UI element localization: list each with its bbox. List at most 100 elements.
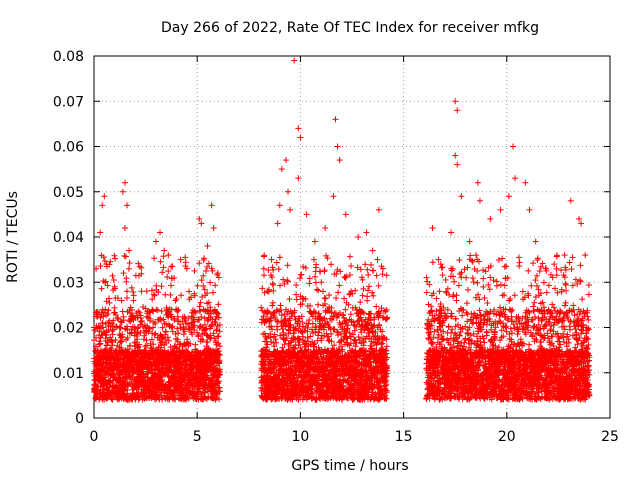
data-point: [109, 272, 116, 279]
data-point: [186, 288, 193, 295]
data-point: [300, 263, 307, 270]
x-tick-label: 0: [90, 429, 99, 445]
data-point: [277, 282, 284, 289]
data-point: [439, 272, 446, 279]
data-point: [335, 289, 342, 296]
data-point: [154, 307, 161, 314]
data-point: [112, 255, 119, 262]
data-point: [108, 337, 115, 344]
data-point: [258, 304, 265, 311]
data-point: [370, 292, 377, 299]
data-point: [284, 277, 291, 284]
data-point: [121, 252, 128, 259]
data-point: [127, 342, 134, 349]
data-point: [374, 256, 381, 263]
data-point: [260, 265, 267, 272]
data-point: [261, 252, 268, 259]
data-point: [128, 284, 135, 291]
data-point: [124, 334, 131, 341]
data-point: [160, 264, 167, 271]
data-point: [269, 302, 276, 309]
data-point: [274, 326, 281, 333]
data-point: [127, 304, 134, 311]
data-point: [276, 254, 283, 261]
data-point: [157, 258, 164, 265]
data-point: [315, 301, 322, 308]
data-point: [346, 253, 353, 260]
data-point: [167, 291, 174, 298]
data-point: [357, 299, 364, 306]
data-point: [312, 273, 319, 280]
data-point: [98, 285, 105, 292]
data-point: [268, 338, 275, 345]
data-point: [355, 334, 362, 341]
x-tick-label: 15: [395, 429, 413, 445]
data-point: [124, 326, 131, 333]
data-point: [200, 282, 207, 289]
data-point: [373, 303, 380, 310]
x-tick-label: 25: [601, 429, 619, 445]
chart-title: Day 266 of 2022, Rate Of TEC Index for r…: [161, 20, 539, 36]
data-point: [368, 261, 375, 268]
data-point: [336, 282, 343, 289]
data-point: [97, 340, 104, 347]
data-point: [215, 301, 222, 308]
data-point: [318, 279, 325, 286]
data-point: [136, 263, 143, 270]
data-point: [114, 314, 121, 321]
data-point: [312, 279, 319, 286]
data-point: [436, 288, 443, 295]
x-tick-label: 10: [291, 429, 309, 445]
data-point: [107, 334, 114, 341]
data-point: [364, 266, 371, 273]
data-point: [342, 306, 349, 313]
y-tick-label: 0.07: [53, 94, 84, 110]
data-point: [120, 317, 127, 324]
data-point: [192, 341, 199, 348]
data-point: [373, 272, 380, 279]
data-point: [169, 263, 176, 270]
data-point: [94, 313, 101, 320]
data-point: [270, 281, 277, 288]
data-point: [92, 343, 99, 350]
data-point: [335, 329, 342, 336]
grid: [94, 56, 610, 418]
data-point: [96, 328, 103, 335]
data-point: [365, 271, 372, 278]
data-point: [112, 337, 119, 344]
data-point: [100, 254, 107, 261]
y-tick-label: 0: [75, 411, 84, 427]
data-point: [104, 282, 111, 289]
data-point: [212, 282, 219, 289]
data-point: [201, 315, 208, 322]
data-point: [347, 311, 354, 318]
data-point: [278, 312, 285, 319]
data-point: [423, 274, 430, 281]
data-point: [160, 253, 167, 260]
x-tick-label: 20: [498, 429, 516, 445]
data-point: [261, 319, 268, 326]
data-point: [194, 282, 201, 289]
data-point: [383, 272, 390, 279]
data-point: [379, 340, 386, 347]
data-point: [209, 289, 216, 296]
data-point: [168, 282, 175, 289]
y-tick-label: 0.04: [53, 230, 84, 246]
data-point: [383, 343, 390, 350]
data-point: [109, 320, 116, 327]
data-point: [322, 295, 329, 302]
data-point: [162, 329, 169, 336]
data-point: [342, 274, 349, 281]
data-point: [366, 283, 373, 290]
data-point: [130, 292, 137, 299]
data-point: [297, 275, 304, 282]
data-point: [196, 260, 203, 267]
data-point: [172, 297, 179, 304]
data-point: [114, 295, 121, 302]
data-point: [306, 275, 313, 282]
data-point: [110, 317, 117, 324]
data-point: [126, 260, 133, 267]
x-axis: 0 5 10 15 20 25: [90, 56, 619, 445]
data-point: [164, 273, 171, 280]
